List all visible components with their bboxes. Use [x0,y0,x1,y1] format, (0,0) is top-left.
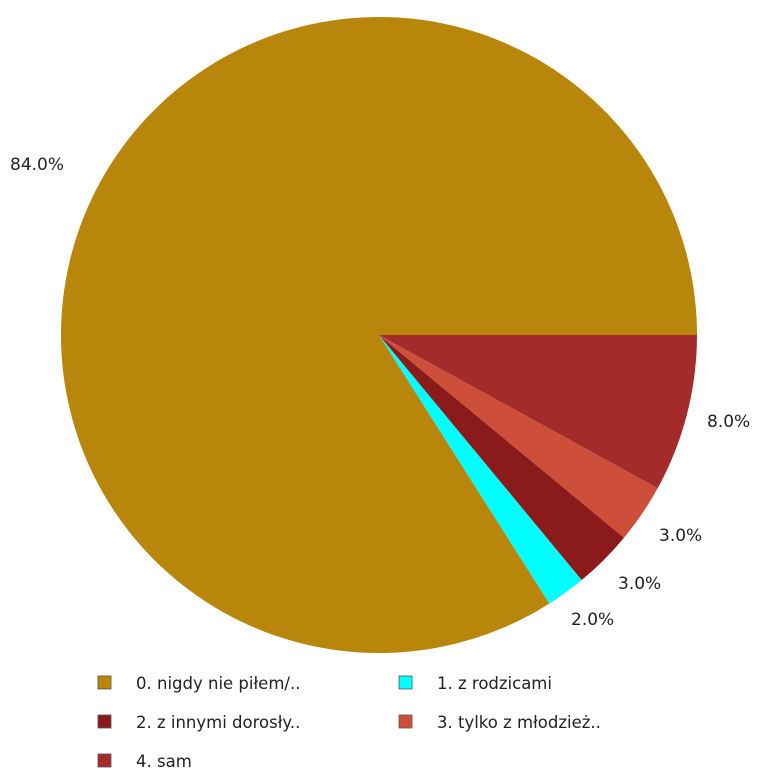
pie-value-label-1: 2.0% [571,610,614,630]
pie-value-labels: 84.0%2.0%3.0%3.0%8.0% [10,155,750,630]
legend-label-2: 2. z innymi dorosły.. [136,713,300,732]
legend-item-3: 3. tylko z młodzież.. [398,713,601,732]
pie-slice-0 [60,17,698,654]
legend-swatch-0 [97,675,112,690]
legend-label-1: 1. z rodzicami [437,674,552,693]
pie-value-label-0: 84.0% [10,155,64,175]
legend-swatch-1 [398,675,413,690]
pie-slice-1 [379,335,582,604]
legend-item-0: 0. nigdy nie piłem/.. [97,674,300,693]
legend-swatch-4 [97,753,112,768]
pie-slice-4 [379,335,697,489]
legend-item-4: 4. sam [97,752,192,771]
pie-value-label-3: 3.0% [659,526,702,546]
legend-swatch-2 [97,714,112,729]
pie-slice-2 [379,335,625,581]
legend-label-3: 3. tylko z młodzież.. [437,713,601,732]
pie-value-label-2: 3.0% [618,574,661,594]
pie-slices [60,17,698,654]
legend: 0. nigdy nie piłem/.. 1. z rodzicami 2. z … [97,674,601,771]
pie-value-label-4: 8.0% [707,412,750,432]
pie-slice-3 [379,335,658,538]
legend-item-1: 1. z rodzicami [398,674,552,693]
legend-swatch-3 [398,714,413,729]
legend-label-0: 0. nigdy nie piłem/.. [136,674,300,693]
legend-label-4: 4. sam [136,752,192,771]
legend-item-2: 2. z innymi dorosły.. [97,713,300,732]
